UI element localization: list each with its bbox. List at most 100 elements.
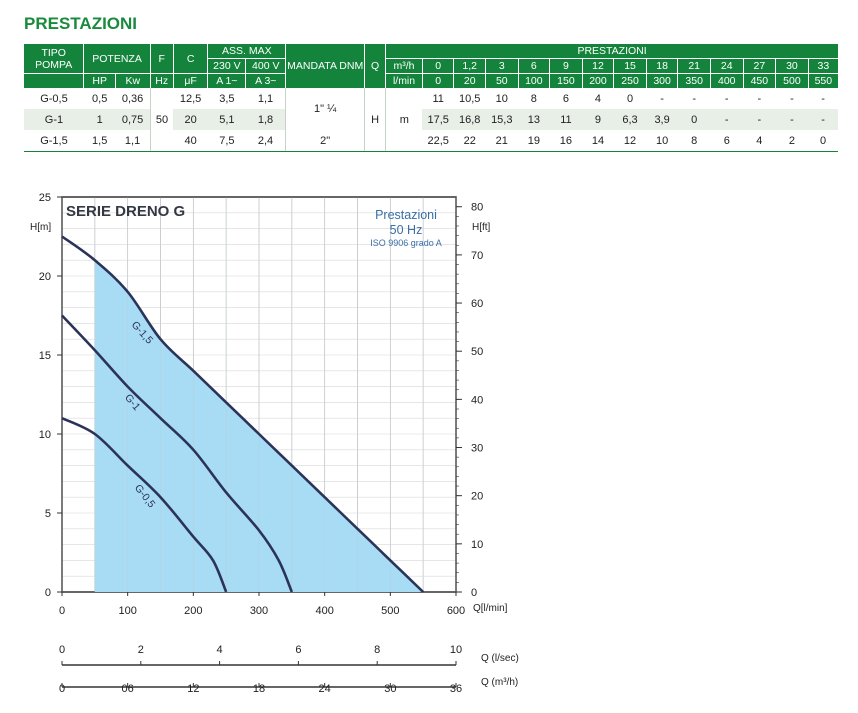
y-tick-right-label: 20 xyxy=(471,491,483,503)
header-q-m3h: 12 xyxy=(581,58,614,74)
axis-ticks: 0 100 200 300 400 500 600051015202501020304050… xyxy=(39,192,484,695)
header-uf: μF xyxy=(172,73,208,88)
header-a3: A 3~ xyxy=(245,73,286,88)
cell-mandata: 2" xyxy=(285,130,365,152)
y-tick-right-label: 70 xyxy=(471,250,483,262)
cell-m-label: m xyxy=(385,88,423,152)
cell-head: 6 xyxy=(562,92,569,105)
table-row: G-1,5 1,5 1,1 40 7,5 2,4 2" 22,5 22 21 19 16… xyxy=(24,130,838,152)
cell-f: 50 xyxy=(149,88,174,152)
y-axis-label-left: H[m] xyxy=(30,222,51,233)
header-hz: Hz xyxy=(149,73,174,88)
header-mandata: MANDATA DNM xyxy=(285,43,365,88)
cell-head: 11 xyxy=(549,109,583,130)
cell-head: 14 xyxy=(582,130,614,152)
x-axis-label: Q[l/min] xyxy=(473,603,508,614)
x-tick-label: 600 xyxy=(447,605,465,617)
secondary-axis-label-lsec: Q (l/sec) xyxy=(481,653,519,664)
y-axis-label-right: H[ft] xyxy=(472,222,491,233)
header-q-lmin: 20 xyxy=(453,73,486,88)
header-q-lmin: 50 xyxy=(484,73,519,88)
secondary-axis-tick-label: 8 xyxy=(374,644,380,656)
cell-head: - xyxy=(757,92,762,105)
cell-head: 15,3 xyxy=(485,109,519,130)
header-m3h: m³/h xyxy=(385,58,423,74)
y-tick-right-label: 0 xyxy=(471,587,477,599)
cell-h-label: H xyxy=(364,88,386,152)
y-tick-label: 25 xyxy=(39,192,51,204)
cell-head: 10 xyxy=(646,130,678,152)
secondary-axis-tick-label: 18 xyxy=(253,683,265,695)
header-q-m3h: 0 xyxy=(421,58,454,74)
chart-subtitle-2: 50 Hz xyxy=(390,223,423,237)
table-header-row: TIPO POMPA POTENZA F C ASS. MAX MANDATA … xyxy=(24,43,838,88)
header-q-lmin: 550 xyxy=(807,73,838,88)
x-tick-label: 500 xyxy=(381,605,399,617)
cell-head: 13 xyxy=(518,109,550,130)
cell-head: 8 xyxy=(677,130,711,152)
y-tick-right-label: 30 xyxy=(471,443,483,455)
cell-c: 12,5 xyxy=(179,92,202,105)
y-tick-label: 20 xyxy=(39,271,51,283)
cell-head: 2 xyxy=(775,130,809,152)
secondary-axis-tick-label: 0 xyxy=(59,644,65,656)
header-q-lmin: 100 xyxy=(517,73,550,88)
table-row: G-0,5 0,5 0,36 50 12,5 3,5 1,1 1" ¼ H m … xyxy=(24,88,838,152)
curve-g-0-5 xyxy=(61,417,228,593)
cell-head: - xyxy=(692,92,696,105)
header-230v: 230 V xyxy=(207,58,246,74)
y-tick-right-label: 40 xyxy=(471,394,483,406)
cell-tipo: G-1 xyxy=(24,109,84,130)
cell-head: 16 xyxy=(549,130,583,152)
y-tick-right-label: 80 xyxy=(471,202,483,214)
y-tick-right-label: 10 xyxy=(471,539,483,551)
cell-head: - xyxy=(743,109,776,130)
x-tick-label: 0 xyxy=(59,605,65,617)
header-400v: 400 V xyxy=(245,58,286,74)
header-q-m3h: 33 xyxy=(807,58,838,74)
cell-head: 0 xyxy=(677,109,711,130)
cell-head: 4 xyxy=(594,92,602,105)
cell-a3: 2,4 xyxy=(245,130,286,152)
cell-kw: 1,1 xyxy=(115,130,151,152)
header-q-lmin: 350 xyxy=(677,73,711,88)
x-tick-label: 300 xyxy=(250,605,268,617)
header-blank xyxy=(24,73,84,88)
header-lmin: l/min xyxy=(385,73,423,88)
secondary-axis-tick-label: 06 xyxy=(122,683,134,695)
y-tick-right-label: 50 xyxy=(471,346,483,358)
secondary-axis-label-m3h: Q (m³/h) xyxy=(481,677,518,688)
cell-head: 4 xyxy=(743,130,776,152)
header-q-lmin: 0 xyxy=(421,73,454,88)
cell-c: 40 xyxy=(173,130,208,152)
secondary-axis-tick-label: 2 xyxy=(138,644,144,656)
cell-head: 22,5 xyxy=(422,130,454,152)
secondary-axis-tick-label: 36 xyxy=(450,683,462,695)
header-a1: A 1~ xyxy=(207,73,246,88)
cell-kw: 0,75 xyxy=(115,109,151,130)
chart-subtitle-1: Prestazioni xyxy=(375,208,437,222)
x-tick-label: 100 xyxy=(118,605,136,617)
cell-head: 12 xyxy=(613,130,647,152)
performance-table: TIPO POMPA POTENZA F C ASS. MAX MANDATA … xyxy=(24,43,838,152)
cell-head: 17,5 xyxy=(422,109,454,130)
header-q-m3h: 6 xyxy=(517,58,550,74)
header-hp: HP xyxy=(83,73,116,88)
cell-head: - xyxy=(660,92,664,105)
cell-a3: 1,8 xyxy=(245,109,286,130)
secondary-axis-tick-label: 24 xyxy=(319,683,331,695)
cell-tipo: G-0,5 xyxy=(40,92,68,105)
performance-chart: G-0,5G-1G-1,5 0 100 200 300 400 500 6000510152… xyxy=(30,192,519,695)
x-tick-label: 400 xyxy=(315,605,333,617)
cell-head: 22 xyxy=(453,130,486,152)
secondary-axis-tick-label: 6 xyxy=(295,644,301,656)
table-header-row: HP Kw Hz μF A 1~ A 3~ l/min 0 20 50 100 150 2… xyxy=(24,73,838,88)
header-f: F xyxy=(149,43,174,74)
curve-g-1 xyxy=(61,314,294,593)
header-q-m3h: 1,2 xyxy=(453,58,486,74)
y-tick-label: 0 xyxy=(45,587,51,599)
cell-head: - xyxy=(821,92,825,105)
header-potenza: POTENZA xyxy=(83,43,151,74)
table-row: G-1 1 0,75 20 5,1 1,8 17,5 16,8 15,3 13 11 9 6… xyxy=(24,109,838,130)
cell-mandata: 1" ¼ xyxy=(285,88,365,130)
